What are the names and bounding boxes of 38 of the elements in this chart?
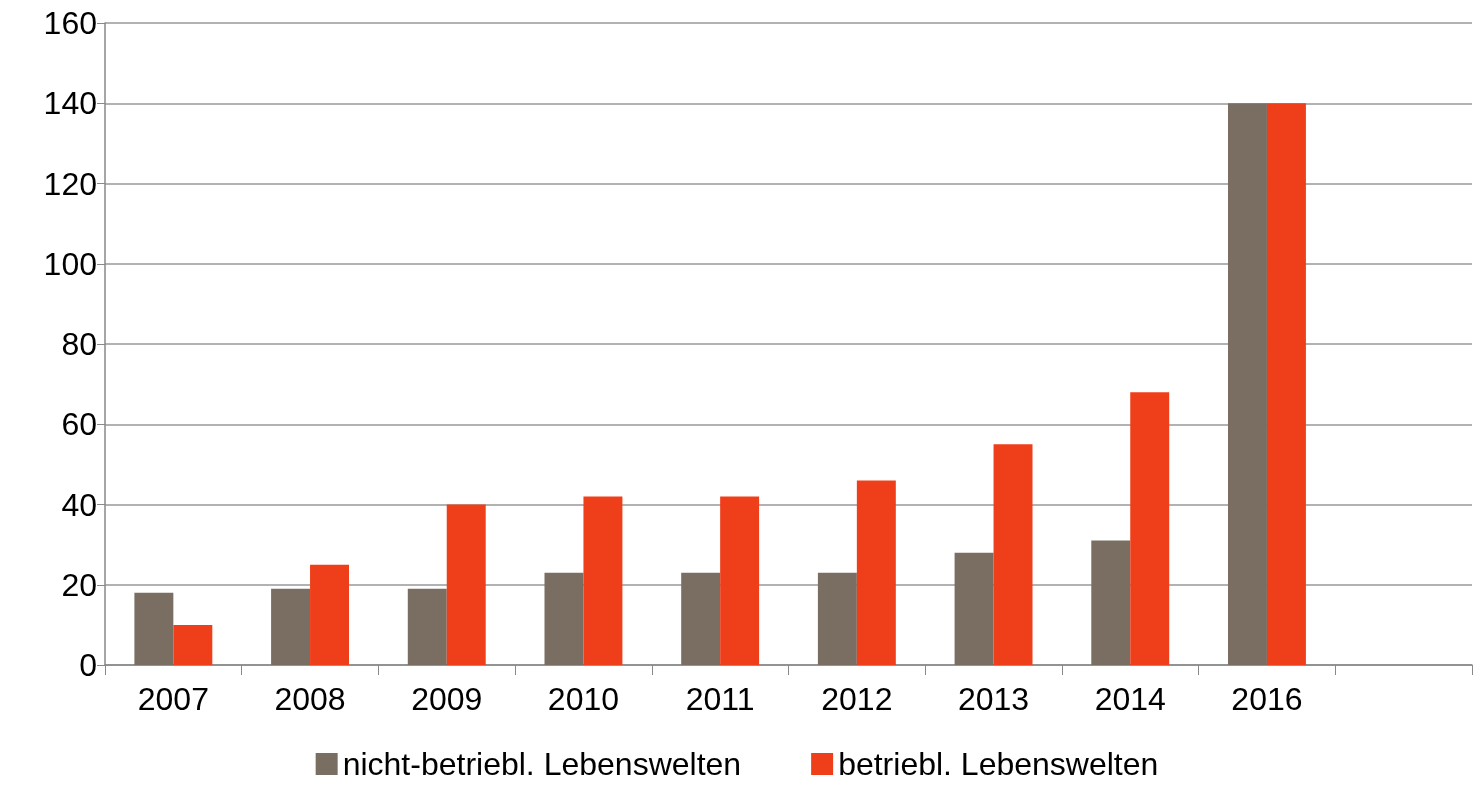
x-tick-label: 2014	[1094, 681, 1166, 717]
legend-label: betriebl. Lebenswelten	[838, 746, 1159, 782]
bar	[310, 564, 350, 665]
bar	[583, 496, 623, 665]
bar	[544, 572, 584, 665]
y-tick-label: 80	[61, 326, 97, 362]
x-tick-label: 2007	[137, 681, 209, 717]
y-tick-label: 20	[61, 566, 97, 603]
bar	[993, 444, 1033, 665]
bar	[817, 572, 857, 665]
bar	[1266, 103, 1306, 665]
y-tick-label: 140	[43, 85, 97, 122]
bar	[1227, 103, 1267, 665]
bar	[681, 572, 721, 665]
y-tick-label: 40	[61, 486, 97, 523]
bar	[407, 588, 447, 665]
x-tick-label: 2008	[274, 681, 346, 717]
x-tick-label: 2016	[1231, 681, 1303, 717]
bar	[1130, 392, 1170, 665]
x-tick-label: 2011	[685, 681, 755, 717]
y-tick-label: 120	[43, 165, 97, 202]
bar	[173, 624, 213, 665]
bar	[954, 552, 994, 665]
x-tick-label: 2012	[821, 681, 893, 717]
y-tick-label: 100	[43, 245, 97, 282]
y-tick-label: 60	[61, 406, 97, 443]
x-tick-label: 2009	[411, 681, 483, 717]
bar	[856, 480, 896, 665]
bar	[446, 504, 486, 665]
bar	[720, 496, 760, 665]
bar	[134, 592, 174, 665]
bar	[1091, 540, 1131, 665]
legend-label: nicht-betriebl. Lebenswelten	[342, 746, 742, 782]
y-tick-label: 160	[43, 5, 97, 41]
y-tick-label: 0	[79, 647, 97, 683]
x-tick-label: 2010	[547, 681, 620, 717]
bar	[271, 588, 311, 665]
x-tick-label: 2013	[957, 681, 1030, 717]
